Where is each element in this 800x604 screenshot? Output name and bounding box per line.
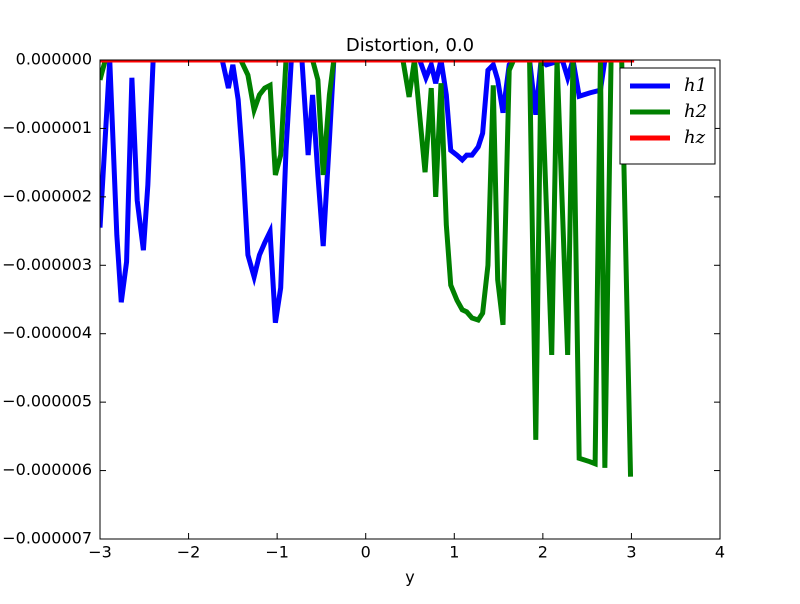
x-tick-label: 0 [361, 543, 371, 562]
ticks: −3 −2 −1 0 1 2 3 4 0.000000 −0.000001 −0.000002 −0.… [2, 50, 725, 562]
y-tick-label: 0.000000 [16, 50, 92, 69]
axes-frame [99, 59, 721, 540]
x-tick-label: 1 [449, 543, 459, 562]
y-tick-label: −0.000002 [2, 186, 92, 205]
y-tick-label: −0.000005 [2, 392, 92, 411]
series-line [100, 60, 635, 324]
x-tick-label: 3 [626, 543, 636, 562]
y-tick-label: −0.000007 [2, 529, 92, 548]
legend-label: h1 [684, 75, 707, 96]
x-tick-label: 2 [538, 543, 548, 562]
legend-label: hz [684, 127, 706, 148]
plot-area [100, 60, 635, 477]
series-line [100, 60, 634, 477]
x-tick-label: −1 [265, 543, 289, 562]
chart-title: Distortion, 0.0 [346, 35, 474, 56]
x-tick-label: 4 [715, 543, 725, 562]
y-tick-label: −0.000006 [2, 460, 92, 479]
x-tick-label: −3 [88, 543, 112, 562]
y-tick-label: −0.000003 [2, 255, 92, 274]
x-tick-label: −2 [177, 543, 201, 562]
y-tick-label: −0.000004 [2, 323, 92, 342]
x-axis-label: y [405, 568, 414, 587]
legend: h1 h2 hz [619, 67, 716, 165]
y-tick-label: −0.000001 [2, 118, 92, 137]
legend-label: h2 [684, 101, 707, 122]
